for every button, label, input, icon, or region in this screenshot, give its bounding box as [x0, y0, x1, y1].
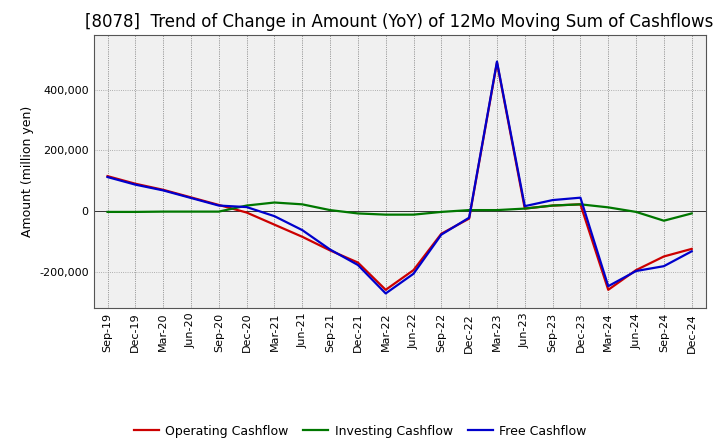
Free Cashflow — [688, 249, 696, 254]
Investing Cashflow — [325, 207, 334, 213]
Line: Operating Cashflow: Operating Cashflow — [107, 62, 692, 290]
Free Cashflow — [465, 215, 474, 220]
Operating Cashflow — [660, 254, 668, 259]
Free Cashflow — [437, 232, 446, 237]
Operating Cashflow — [103, 173, 112, 179]
Legend: Operating Cashflow, Investing Cashflow, Free Cashflow: Operating Cashflow, Investing Cashflow, … — [129, 420, 591, 440]
Operating Cashflow — [688, 246, 696, 252]
Investing Cashflow — [688, 211, 696, 216]
Investing Cashflow — [103, 209, 112, 215]
Investing Cashflow — [131, 209, 140, 215]
Operating Cashflow — [549, 203, 557, 208]
Investing Cashflow — [604, 205, 613, 210]
Investing Cashflow — [409, 212, 418, 217]
Free Cashflow — [270, 213, 279, 219]
Investing Cashflow — [631, 209, 640, 215]
Line: Investing Cashflow: Investing Cashflow — [107, 202, 692, 221]
Investing Cashflow — [382, 212, 390, 217]
Free Cashflow — [409, 271, 418, 276]
Free Cashflow — [660, 264, 668, 269]
Investing Cashflow — [465, 207, 474, 213]
Free Cashflow — [382, 291, 390, 296]
Free Cashflow — [521, 204, 529, 209]
Investing Cashflow — [242, 203, 251, 208]
Investing Cashflow — [186, 209, 195, 214]
Operating Cashflow — [354, 260, 362, 265]
Operating Cashflow — [298, 234, 307, 239]
Investing Cashflow — [660, 218, 668, 224]
Free Cashflow — [298, 227, 307, 233]
Operating Cashflow — [521, 206, 529, 211]
Free Cashflow — [492, 59, 501, 64]
Free Cashflow — [159, 188, 168, 193]
Operating Cashflow — [437, 231, 446, 236]
Free Cashflow — [604, 283, 613, 289]
Free Cashflow — [131, 182, 140, 187]
Free Cashflow — [215, 203, 223, 208]
Investing Cashflow — [270, 200, 279, 205]
Investing Cashflow — [298, 202, 307, 207]
Free Cashflow — [325, 247, 334, 252]
Y-axis label: Amount (million yen): Amount (million yen) — [21, 106, 34, 237]
Title: [8078]  Trend of Change in Amount (YoY) of 12Mo Moving Sum of Cashflows: [8078] Trend of Change in Amount (YoY) o… — [86, 13, 714, 31]
Operating Cashflow — [576, 202, 585, 207]
Operating Cashflow — [325, 248, 334, 253]
Free Cashflow — [242, 205, 251, 210]
Operating Cashflow — [131, 181, 140, 187]
Investing Cashflow — [492, 207, 501, 213]
Free Cashflow — [354, 262, 362, 268]
Operating Cashflow — [409, 268, 418, 273]
Operating Cashflow — [186, 195, 195, 200]
Operating Cashflow — [604, 287, 613, 293]
Free Cashflow — [186, 195, 195, 201]
Investing Cashflow — [354, 211, 362, 216]
Investing Cashflow — [576, 202, 585, 207]
Free Cashflow — [549, 198, 557, 203]
Operating Cashflow — [242, 210, 251, 215]
Operating Cashflow — [492, 60, 501, 65]
Operating Cashflow — [215, 202, 223, 208]
Investing Cashflow — [159, 209, 168, 214]
Operating Cashflow — [465, 216, 474, 221]
Operating Cashflow — [270, 222, 279, 227]
Free Cashflow — [103, 174, 112, 180]
Investing Cashflow — [549, 203, 557, 208]
Free Cashflow — [576, 195, 585, 200]
Investing Cashflow — [521, 206, 529, 211]
Investing Cashflow — [215, 209, 223, 214]
Operating Cashflow — [382, 287, 390, 293]
Operating Cashflow — [159, 187, 168, 192]
Free Cashflow — [631, 268, 640, 274]
Operating Cashflow — [631, 268, 640, 273]
Line: Free Cashflow: Free Cashflow — [107, 62, 692, 293]
Investing Cashflow — [437, 209, 446, 215]
